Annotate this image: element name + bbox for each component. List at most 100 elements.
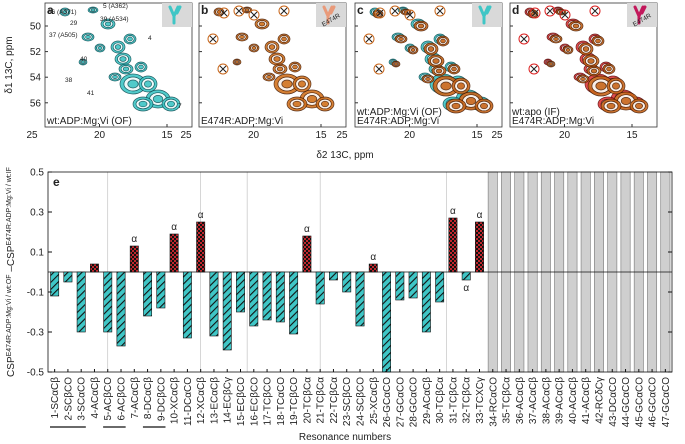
contour bbox=[595, 81, 607, 91]
y-tick-label: 0.3 bbox=[30, 208, 44, 219]
protein-icon bbox=[168, 5, 182, 25]
peak-circle bbox=[248, 9, 260, 21]
contour bbox=[587, 58, 595, 64]
x-tick-label: 38-ACαCβ bbox=[541, 377, 552, 424]
x-tick-label: 20 bbox=[404, 130, 416, 141]
contour bbox=[127, 36, 133, 42]
panel-letter: c bbox=[357, 3, 364, 17]
peak-cross bbox=[520, 35, 528, 43]
y-tick-label: 0.5 bbox=[30, 168, 44, 179]
x-tick-label: 14-ECβCγ bbox=[223, 377, 234, 423]
bar bbox=[169, 233, 179, 273]
x-tick-label: 41-ACαCβ bbox=[581, 377, 592, 424]
x-tick-label: 20 bbox=[94, 130, 106, 141]
panel-caption: wt:ADP:Mg:Vi (OF) bbox=[46, 116, 132, 127]
x-tick-label: 15 bbox=[471, 130, 483, 141]
panel-caption: wt:apo (IF) bbox=[511, 107, 560, 118]
bar bbox=[421, 271, 431, 333]
bar bbox=[302, 235, 312, 273]
contour bbox=[398, 37, 404, 41]
peak-circle bbox=[374, 7, 386, 19]
peak-circle bbox=[528, 63, 540, 75]
bar bbox=[90, 263, 99, 273]
contour bbox=[465, 97, 477, 105]
annotation: α bbox=[463, 283, 469, 294]
peak-cross bbox=[235, 7, 243, 15]
x-tick-label: 13-ECαCβ bbox=[209, 377, 220, 424]
bar bbox=[156, 271, 166, 309]
contour bbox=[457, 82, 465, 90]
bar bbox=[355, 271, 365, 327]
peak-cross bbox=[436, 7, 444, 15]
bar bbox=[182, 271, 192, 339]
bar bbox=[249, 271, 259, 327]
x-tick-label: 42-RCδCγ bbox=[594, 377, 605, 424]
x-tick-label: 10-XCαCβ bbox=[170, 377, 181, 424]
contour bbox=[276, 66, 284, 72]
contour bbox=[435, 68, 443, 74]
annotation: α bbox=[198, 210, 204, 221]
y-tick-label: 50 bbox=[30, 22, 42, 33]
contour bbox=[90, 8, 96, 12]
bar bbox=[315, 271, 325, 305]
x-tick-label: 20 bbox=[559, 130, 571, 141]
contour bbox=[97, 46, 103, 50]
x-tick-label: 3-SCαCO bbox=[77, 377, 88, 421]
contour bbox=[81, 60, 85, 64]
bar bbox=[408, 271, 418, 299]
x-tick-label: 23-SCβCO bbox=[342, 377, 353, 426]
contour bbox=[620, 97, 632, 105]
x-tick-label: 8-DCαCβ bbox=[143, 377, 154, 419]
x-tick-label: 6-ACβCO bbox=[117, 377, 128, 421]
contour bbox=[258, 21, 266, 27]
peak-circle bbox=[373, 63, 385, 75]
peak-label: 29 bbox=[70, 20, 78, 27]
peak-circle bbox=[544, 5, 556, 17]
protein-icon bbox=[633, 5, 647, 25]
x-tick-label: 9-DCβCO bbox=[156, 377, 167, 421]
y-tick-label: -0.3 bbox=[27, 328, 45, 339]
contour bbox=[427, 46, 435, 52]
x-tick-label: 1-SCαCβ bbox=[50, 377, 61, 419]
contour bbox=[273, 56, 281, 62]
contour bbox=[553, 37, 559, 41]
contour bbox=[298, 80, 306, 88]
contour bbox=[62, 10, 68, 14]
peak-cross bbox=[219, 65, 227, 73]
contour bbox=[565, 48, 571, 52]
bar-chart: 1-SCαCβ 2-SCβCO 3-SCαCO 4-ACαCβ 5-ACβCO 6-ACβ… bbox=[6, 167, 673, 443]
x-tick-label: 43-DCαCO bbox=[608, 377, 619, 427]
bar bbox=[196, 221, 206, 273]
peak-cross bbox=[375, 65, 383, 73]
y-tick-label: -0.5 bbox=[27, 368, 45, 379]
contour bbox=[451, 66, 457, 72]
contour bbox=[572, 23, 580, 29]
contour bbox=[138, 64, 144, 70]
peak-circle bbox=[218, 7, 230, 19]
x-tick-label: 35-TCβCα bbox=[502, 377, 513, 424]
contour bbox=[114, 44, 122, 50]
annotation: α bbox=[477, 210, 483, 221]
contour bbox=[104, 21, 112, 27]
peak-circle bbox=[278, 5, 290, 17]
contour bbox=[612, 82, 620, 90]
panel-caption: E474R:ADP:Mg:Vi bbox=[201, 116, 283, 127]
peak-cross bbox=[531, 9, 539, 17]
contour bbox=[292, 64, 298, 70]
contour bbox=[425, 77, 431, 81]
y-axis-title-part: CSP bbox=[6, 356, 17, 377]
y-tick-label: 56 bbox=[30, 98, 42, 109]
contour bbox=[251, 46, 257, 50]
contour bbox=[432, 58, 440, 64]
x-tick-label: 22-TCβCα bbox=[329, 377, 340, 424]
y-tick-label: -0.1 bbox=[27, 288, 45, 299]
x-tick-label: 15 bbox=[161, 130, 173, 141]
peak-label: 36 (A371) bbox=[48, 9, 77, 16]
x-tick-label: 37-ACαCβ bbox=[528, 377, 539, 424]
contour bbox=[127, 79, 139, 89]
bar bbox=[342, 271, 352, 293]
bar bbox=[76, 271, 86, 333]
x-tick-label: 33-TCXCγ bbox=[475, 377, 486, 424]
